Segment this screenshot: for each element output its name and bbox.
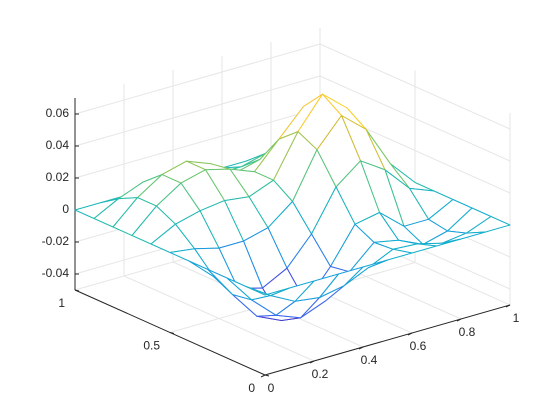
z-tick-label: -0.02 [42, 234, 70, 248]
x-tick [309, 360, 315, 364]
grid-line [74, 107, 321, 179]
x-tick-label: 0.8 [459, 325, 476, 339]
z-tick-label: -0.04 [42, 266, 70, 280]
x-tick-label: 0 [268, 381, 275, 395]
x-tick [358, 346, 364, 350]
y-tick [169, 332, 175, 334]
grid-line [74, 75, 321, 147]
x-tick-label: 0.4 [361, 353, 378, 367]
x-tick [456, 318, 462, 322]
x-tick [407, 332, 413, 336]
y-tick-label: 1 [58, 296, 65, 310]
z-tick-label: 0.04 [46, 138, 70, 152]
x-tick [505, 304, 511, 308]
x-tick-label: 0.6 [410, 339, 427, 353]
x-axis [264, 304, 511, 376]
y-tick-label: 0 [248, 381, 255, 395]
y-tick [74, 289, 80, 292]
grid-line [319, 75, 511, 162]
grid-line [319, 43, 511, 130]
x-tick-label: 0.2 [312, 367, 329, 381]
z-tick-label: 0.02 [46, 170, 70, 184]
y-tick-label: 0.5 [143, 339, 160, 353]
y-tick [264, 374, 270, 377]
x-tick-label: 1 [513, 311, 520, 325]
z-tick-label: 0 [62, 202, 69, 216]
x-tick [260, 374, 266, 378]
grid-line [74, 43, 321, 115]
mesh-cell [245, 286, 290, 296]
z-tick-label: 0.06 [46, 106, 70, 120]
